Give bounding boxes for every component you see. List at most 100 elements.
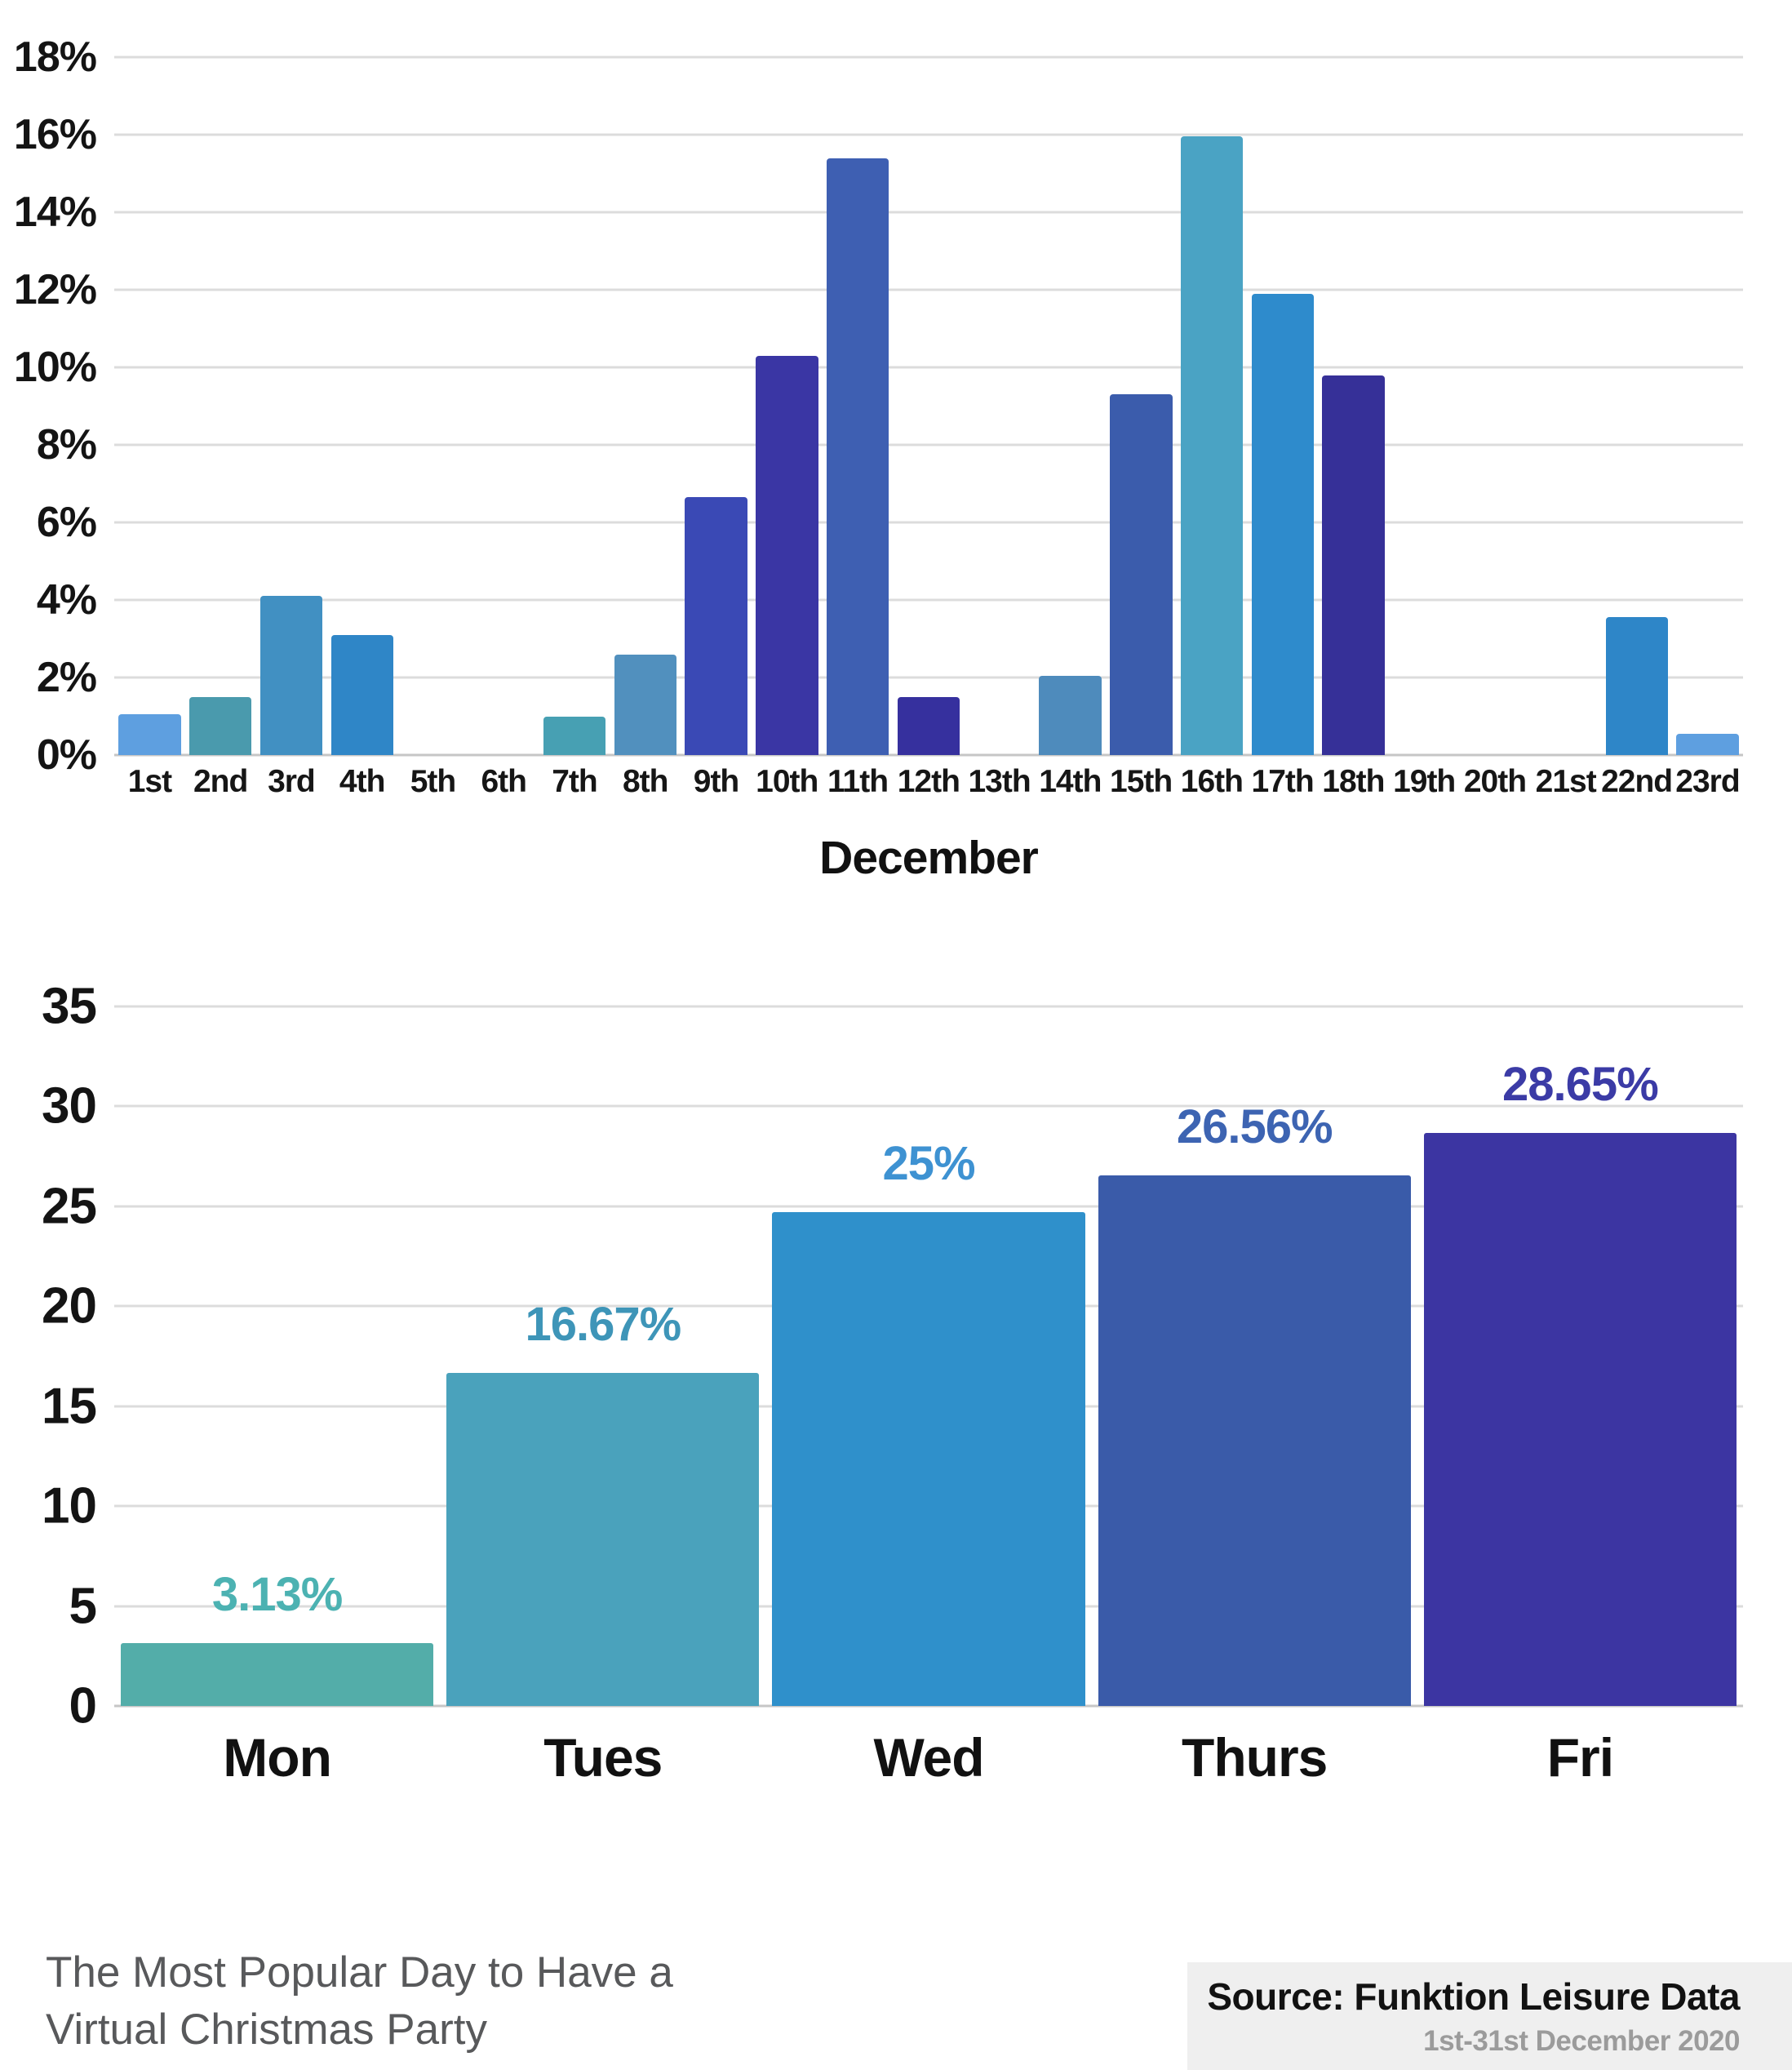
bar-18th (1322, 375, 1385, 755)
december-chart-y-axis: 18% 16% 14% 12% 10% 8% 6% 4% 2% 0% (0, 33, 97, 779)
bar-slot-wed: 25% (765, 1006, 1091, 1706)
x-tick-label-17th: 17th (1251, 764, 1315, 799)
weekday-chart-y-axis: 35 30 25 20 15 10 5 0 (0, 979, 97, 1735)
y-tick-label-15: 15 (42, 1378, 97, 1435)
gridline-8pct (114, 443, 1743, 446)
bar-slot-3rd (256, 57, 327, 755)
y-tick-label-30: 30 (42, 1077, 97, 1135)
y-tick-label-10pct: 10% (13, 344, 97, 391)
bar-slot-4th (326, 57, 397, 755)
x-tick-label-wed: Wed (873, 1727, 984, 1788)
x-tick-label-fri: Fri (1546, 1727, 1614, 1788)
weekday-chart-plot: 35 30 25 20 15 10 5 0 3.13% 16.67% 25% 26.56% 28.65… (42, 979, 1743, 1735)
x-tick-label-18th: 18th (1322, 764, 1385, 799)
y-tick-label-25: 25 (42, 1178, 97, 1235)
y-tick-label-18pct: 18% (13, 33, 97, 81)
bar-slot-6th (468, 57, 539, 755)
bar-slot-7th (539, 57, 610, 755)
gridline-14pct (114, 211, 1743, 214)
gridline-4pct (114, 598, 1743, 602)
x-tick-label-3rd: 3rd (268, 764, 316, 799)
x-tick-label-22nd: 22nd (1601, 764, 1673, 799)
bar-slot-19th (1389, 57, 1460, 755)
bar-16th (1180, 136, 1244, 755)
value-label-tues: 16.67% (525, 1297, 681, 1351)
value-label-mon: 3.13% (211, 1568, 343, 1622)
december-daily-chart: 18% 16% 14% 12% 10% 8% 6% 4% 2% 0% 1st 2nd 3rd 4th 5t… (0, 0, 1792, 914)
gridline-35 (114, 1005, 1743, 1008)
bar-slot-2nd (185, 57, 256, 755)
y-tick-label-16pct: 16% (13, 111, 97, 158)
bar-slot-17th (1248, 57, 1319, 755)
december-chart-plot: 18% 16% 14% 12% 10% 8% 6% 4% 2% 0% (14, 33, 1743, 779)
chart-title-line1: The Most Popular Day to Have a (46, 1948, 673, 1997)
x-tick-label-12th: 12th (897, 764, 960, 799)
y-tick-label-14pct: 14% (13, 189, 97, 236)
gridline-0pct (114, 753, 1743, 757)
bar-23rd (1676, 733, 1739, 755)
bar-mon (120, 1643, 434, 1706)
y-tick-label-10: 10 (42, 1477, 97, 1535)
bar-fri (1423, 1133, 1737, 1706)
bar-slot-5th (397, 57, 468, 755)
y-tick-label-5: 5 (69, 1578, 97, 1635)
y-tick-label-0: 0 (69, 1677, 97, 1735)
chart-title-line2: Virtual Christmas Party (46, 2006, 487, 2054)
bar-8th (614, 654, 677, 755)
gridline-16pct (114, 133, 1743, 136)
y-tick-label-35: 35 (42, 978, 97, 1035)
gridline-2pct (114, 676, 1743, 679)
y-tick-label-4pct: 4% (36, 576, 97, 624)
bar-slot-8th (610, 57, 681, 755)
x-tick-label-10th: 10th (756, 764, 818, 799)
y-tick-label-2pct: 2% (36, 654, 97, 701)
bar-tues (446, 1372, 760, 1706)
x-tick-label-7th: 7th (552, 764, 597, 799)
x-tick-label-13th: 13th (968, 764, 1031, 799)
december-chart-x-axis: 1st 2nd 3rd 4th 5th 6th 7th 8th 9th 10th 11th 12th 1… (114, 764, 1743, 800)
bar-7th (543, 716, 606, 755)
bar-3rd (259, 596, 323, 755)
x-tick-label-mon: Mon (223, 1727, 332, 1788)
bar-4th (330, 634, 393, 755)
bar-slot-15th (1106, 57, 1177, 755)
x-tick-label-thurs: Thurs (1182, 1727, 1328, 1788)
x-tick-label-19th: 19th (1393, 764, 1456, 799)
source-period: 1st-31st December 2020 (1423, 2025, 1740, 2057)
december-chart-bars (114, 57, 1743, 755)
bar-slot-10th (752, 57, 823, 755)
x-tick-label-4th: 4th (339, 764, 385, 799)
x-tick-label-1st: 1st (127, 764, 172, 799)
x-tick-label-2nd: 2nd (193, 764, 248, 799)
gridline-0 (114, 1704, 1743, 1708)
source-label: Source: Funktion Leisure Data (1207, 1975, 1740, 2018)
weekday-chart-x-axis: Mon Tues Wed Thurs Fri (114, 1726, 1743, 1788)
x-tick-label-15th: 15th (1110, 764, 1173, 799)
value-label-wed: 25% (882, 1137, 975, 1191)
bar-12th (897, 696, 960, 755)
gridline-25 (114, 1205, 1743, 1208)
y-tick-label-12pct: 12% (13, 265, 97, 313)
bar-slot-23rd (1672, 57, 1743, 755)
weekday-chart: 35 30 25 20 15 10 5 0 3.13% 16.67% 25% 26.56% 28.65… (0, 947, 1792, 1853)
bar-thurs (1098, 1175, 1411, 1706)
y-tick-label-8pct: 8% (36, 421, 97, 469)
gridline-10pct (114, 366, 1743, 369)
bar-slot-18th (1318, 57, 1389, 755)
source-box: Source: Funktion Leisure Data 1st-31st D… (1187, 1962, 1792, 2070)
bar-slot-thurs: 26.56% (1092, 1006, 1417, 1706)
gridline-6pct (114, 521, 1743, 524)
value-label-fri: 28.65% (1502, 1058, 1659, 1112)
bar-15th (1110, 394, 1173, 755)
bar-slot-11th (823, 57, 894, 755)
bar-1st (118, 714, 181, 755)
bar-slot-14th (1035, 57, 1106, 755)
bar-11th (827, 158, 889, 755)
gridline-12pct (114, 288, 1743, 291)
chart-title: The Most Popular Day to Have a Virtual C… (46, 1944, 673, 2059)
bar-14th (1039, 675, 1102, 755)
x-tick-label-5th: 5th (410, 764, 456, 799)
bar-slot-16th (1177, 57, 1248, 755)
bar-slot-20th (1460, 57, 1531, 755)
